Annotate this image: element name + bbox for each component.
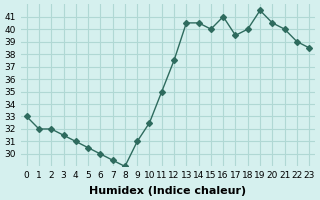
- X-axis label: Humidex (Indice chaleur): Humidex (Indice chaleur): [89, 186, 246, 196]
